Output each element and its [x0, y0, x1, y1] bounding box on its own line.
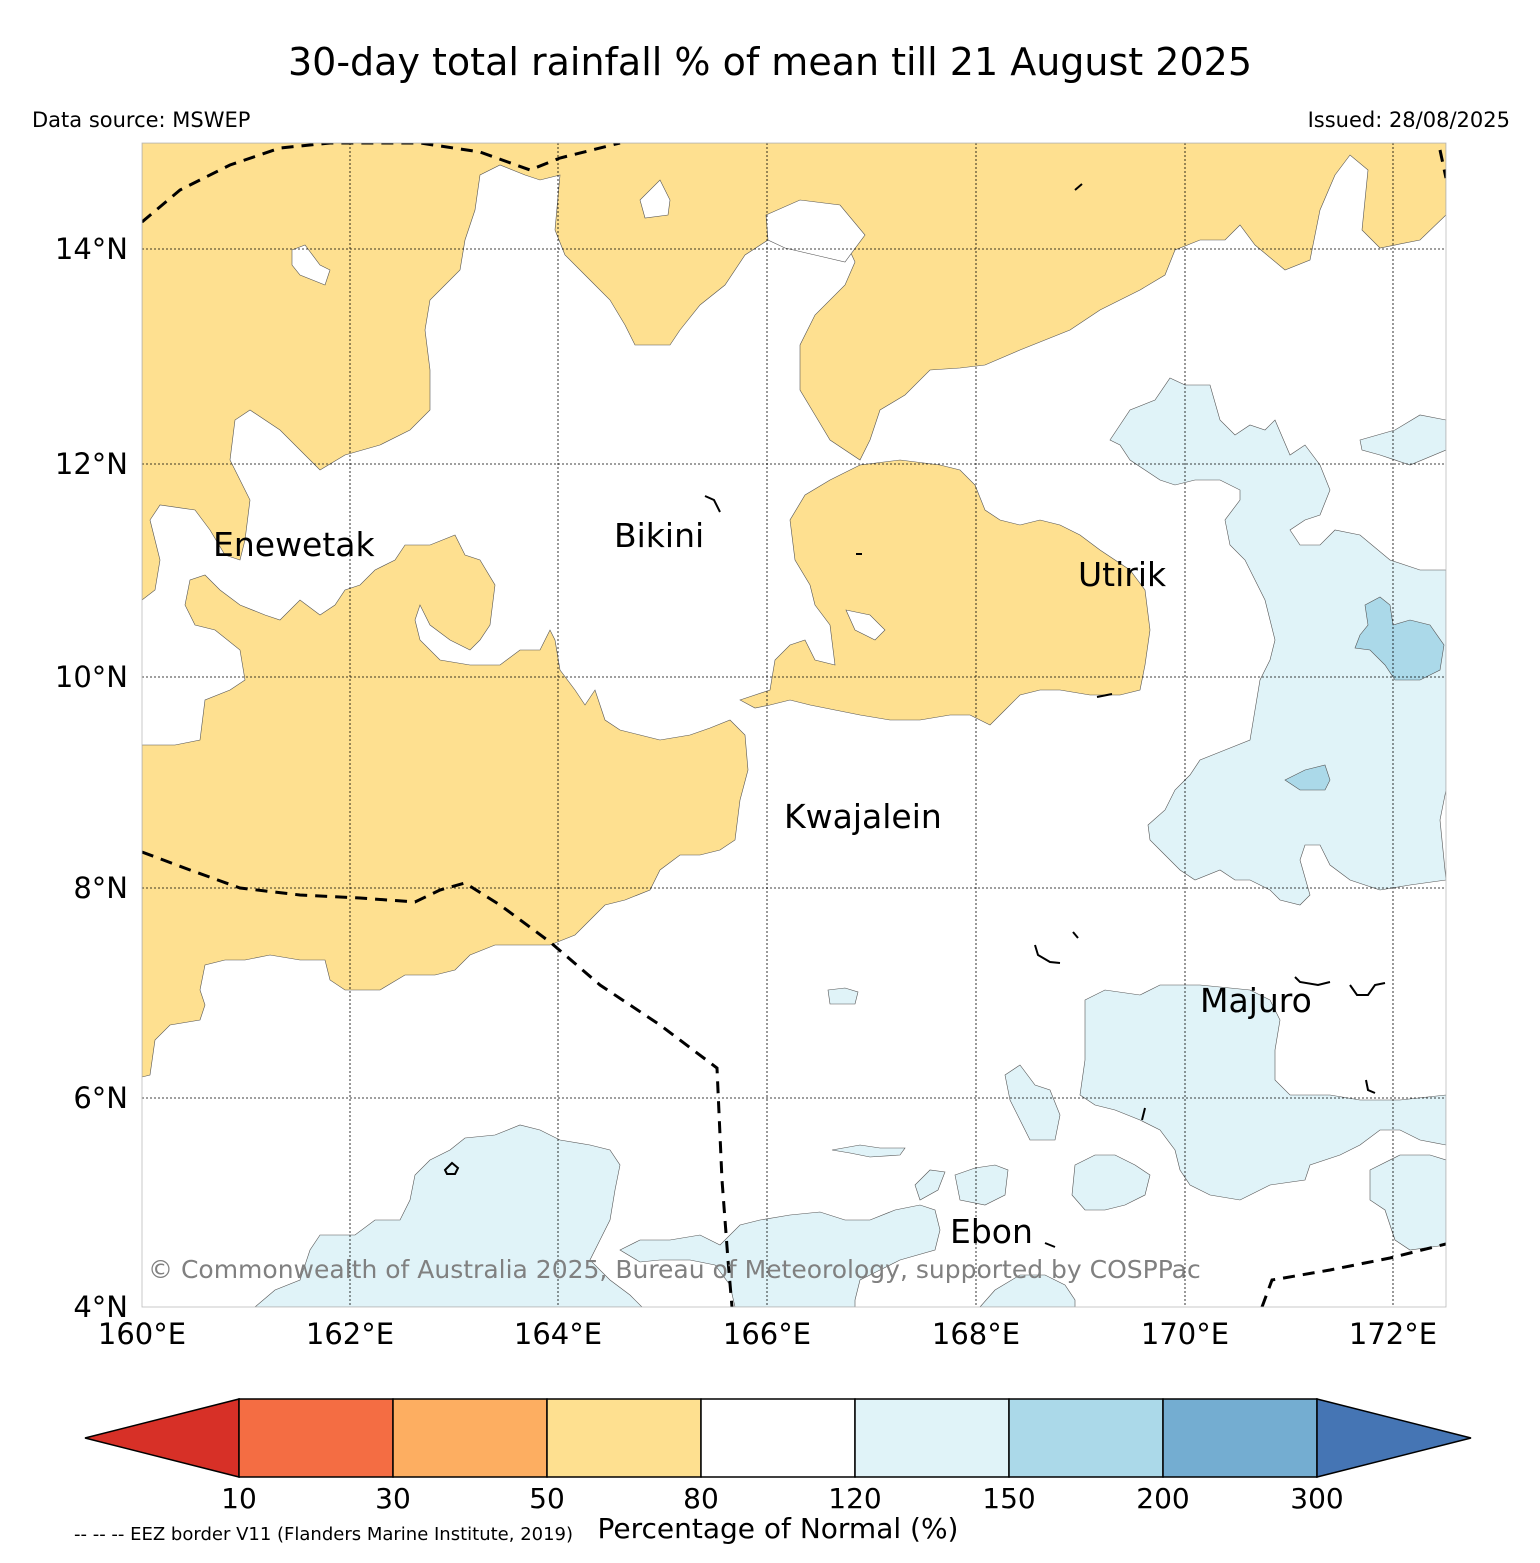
- place-label-bikini: Bikini: [614, 516, 704, 555]
- colorbar-extend-low: [84, 1398, 240, 1478]
- place-label-enewetak: Enewetak: [213, 525, 376, 564]
- wet-region-south-1: [254, 1124, 643, 1307]
- lon-label-166e: 166°E: [723, 1317, 811, 1351]
- colorbar-tick-150: 150: [982, 1482, 1035, 1515]
- colorbar-tick-80: 80: [683, 1482, 719, 1515]
- dry-region-west: [142, 534, 749, 1078]
- lat-label-4n: 4°N: [73, 1290, 128, 1324]
- colorbar-title: Percentage of Normal (%): [598, 1512, 959, 1545]
- colorbar-bin-30-50: [392, 1398, 548, 1478]
- lon-label-170e: 170°E: [1141, 1317, 1229, 1351]
- eez-border-note: -- -- -- EEZ border V11 (Flanders Marine…: [74, 1524, 574, 1545]
- colorbar-bin-50-80: [546, 1398, 702, 1478]
- lat-label-10n: 10°N: [55, 660, 128, 694]
- colorbar-tick-10: 10: [221, 1482, 257, 1515]
- lat-label-14n: 14°N: [55, 232, 128, 266]
- place-label-kwajalein: Kwajalein: [784, 797, 942, 836]
- place-label-majuro: Majuro: [1200, 981, 1312, 1020]
- wet-region-northeast: [1359, 414, 1446, 466]
- very-wet-region-1: [1354, 596, 1445, 681]
- colorbar: [84, 1398, 1472, 1478]
- colorbar-bin-150-200: [1008, 1398, 1164, 1478]
- lon-label-160e: 160°E: [98, 1317, 186, 1351]
- wet-region-south-6: [954, 1164, 1009, 1206]
- place-label-ebon: Ebon: [950, 1212, 1033, 1251]
- wet-region-small-3: [914, 1169, 946, 1201]
- wet-region-south-7: [1004, 1064, 1061, 1141]
- lon-label-162e: 162°E: [306, 1317, 394, 1351]
- copyright-notice: © Commonwealth of Australia 2025, Bureau…: [148, 1255, 1201, 1284]
- map-border: [141, 142, 1447, 1308]
- graticule: [142, 143, 1446, 1307]
- issued-date-label: Issued: 28/08/2025: [1307, 108, 1510, 132]
- lat-label-12n: 12°N: [55, 447, 128, 481]
- wet-region-east: [1109, 377, 1446, 906]
- colorbar-bin-80-120: [700, 1398, 856, 1478]
- lon-label-168e: 168°E: [932, 1317, 1020, 1351]
- wet-region-majuro: [1079, 984, 1446, 1201]
- normal-hole-2: [639, 179, 671, 219]
- normal-hole-3: [765, 199, 866, 263]
- normal-hole-1: [291, 244, 331, 286]
- lon-label-172e: 172°E: [1349, 1317, 1437, 1351]
- wet-region-south-2: [619, 1204, 941, 1307]
- lon-label-164e: 164°E: [514, 1317, 602, 1351]
- colorbar-tick-300: 300: [1290, 1482, 1343, 1515]
- eez-border: [142, 143, 1446, 1307]
- normal-hole-4: [845, 609, 886, 641]
- wet-region-small-2: [831, 1144, 906, 1158]
- lat-label-8n: 8°N: [73, 871, 128, 905]
- map-title: 30-day total rainfall % of mean till 21 …: [287, 40, 1252, 84]
- place-label-utirik: Utirik: [1078, 555, 1167, 594]
- colorbar-tick-30: 30: [375, 1482, 411, 1515]
- colorbar-tick-200: 200: [1136, 1482, 1189, 1515]
- wet-region-small-1: [827, 987, 859, 1005]
- dry-region-north: [142, 143, 1446, 601]
- very-wet-region-2: [1284, 764, 1331, 791]
- wet-region-south-3: [979, 1274, 1076, 1307]
- colorbar-extend-high: [1316, 1398, 1472, 1478]
- colorbar-bin-120-150: [854, 1398, 1010, 1478]
- colorbar-tick-120: 120: [828, 1482, 881, 1515]
- data-source-label: Data source: MSWEP: [32, 108, 251, 132]
- dry-region-central: [739, 459, 1151, 726]
- lat-label-6n: 6°N: [73, 1081, 128, 1115]
- colorbar-bin-200-300: [1162, 1398, 1318, 1478]
- colorbar-bin-10-30: [238, 1398, 394, 1478]
- wet-region-south-4: [1071, 1154, 1151, 1211]
- atoll-coastlines: [443, 183, 1386, 1248]
- colorbar-tick-50: 50: [529, 1482, 565, 1515]
